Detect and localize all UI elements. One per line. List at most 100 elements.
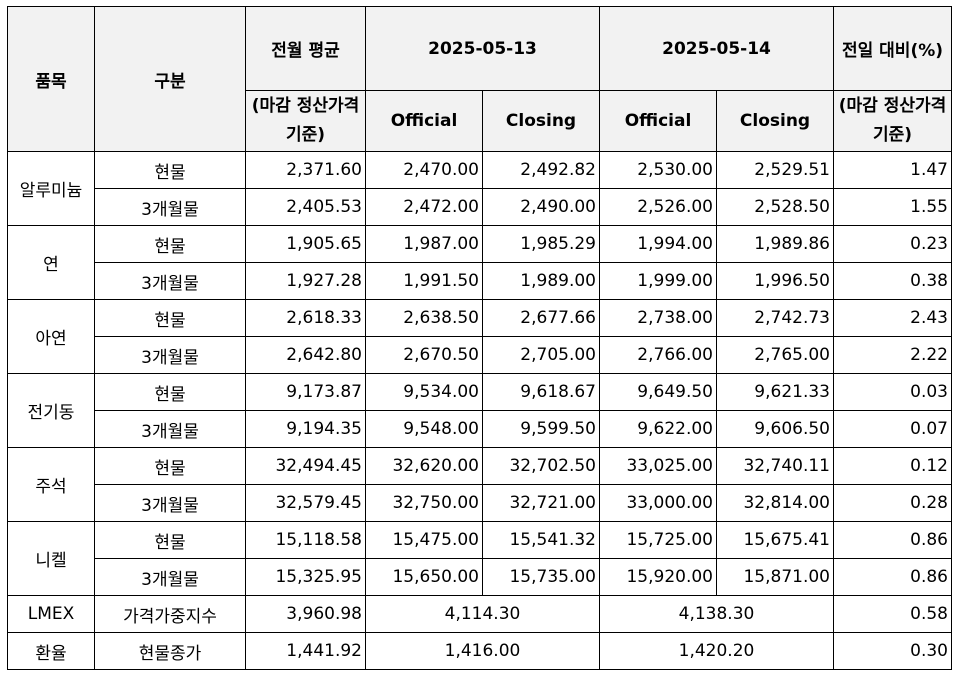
row-type: 현물종가 <box>94 632 246 670</box>
date1-official-value: 9,548.00 <box>365 410 483 448</box>
change-value: 0.86 <box>833 521 952 559</box>
date1-closing-value: 32,702.50 <box>482 447 600 485</box>
prev-month-avg-value: 9,173.87 <box>245 373 366 411</box>
date1-official-value: 32,750.00 <box>365 484 483 522</box>
metal-name: 연 <box>7 225 95 300</box>
change-value: 0.23 <box>833 225 952 263</box>
header-date1: 2025-05-13 <box>365 6 600 91</box>
date2-closing-value: 2,742.73 <box>716 299 834 337</box>
date1-official-value: 15,650.00 <box>365 558 483 596</box>
date2-official-value: 2,526.00 <box>599 188 717 226</box>
date2-closing-value: 1,996.50 <box>716 262 834 300</box>
table-row: 니켈 현물 15,118.58 15,475.00 15,541.32 15,7… <box>7 521 952 596</box>
date2-official-value: 2,738.00 <box>599 299 717 337</box>
date1-official-value: 15,475.00 <box>365 521 483 559</box>
date2-closing-value: 2,529.51 <box>716 151 834 189</box>
date1-value: 1,416.00 <box>365 632 600 670</box>
change-value: 0.12 <box>833 447 952 485</box>
change-value: 1.47 <box>833 151 952 189</box>
date1-closing-value: 2,705.00 <box>482 336 600 374</box>
date1-official-value: 2,638.50 <box>365 299 483 337</box>
date2-closing-value: 32,814.00 <box>716 484 834 522</box>
table-row: 3개월물 2,405.53 2,472.00 2,490.00 2,526.00… <box>8 188 952 226</box>
date2-closing-value: 2,765.00 <box>716 336 834 374</box>
date2-closing-value: 9,621.33 <box>716 373 834 411</box>
date2-closing-value: 1,989.86 <box>716 225 834 263</box>
prev-month-avg-value: 9,194.35 <box>245 410 366 448</box>
header-change: 전일 대비(%) <box>833 6 952 91</box>
metal-name: 니켈 <box>7 521 95 596</box>
header-date1-official: Official <box>365 90 483 152</box>
prev-month-avg-value: 2,371.60 <box>245 151 366 189</box>
metal-name: LMEX <box>7 595 95 633</box>
header-date1-closing: Closing <box>482 90 600 152</box>
table-row-fx: 환율 현물종가 1,441.92 1,416.00 1,420.20 0.30 <box>7 632 952 670</box>
header-change-sub: (마감 정산가격 기준) <box>833 90 952 152</box>
date1-closing-value: 15,735.00 <box>482 558 600 596</box>
header-item: 품목 <box>7 6 95 152</box>
date1-closing-value: 2,492.82 <box>482 151 600 189</box>
date1-official-value: 1,987.00 <box>365 225 483 263</box>
prev-month-avg-value: 15,118.58 <box>245 521 366 559</box>
row-type: 3개월물 <box>94 188 246 226</box>
row-type: 3개월물 <box>94 558 246 596</box>
change-value: 0.07 <box>833 410 952 448</box>
date1-official-value: 9,534.00 <box>365 373 483 411</box>
date1-official-value: 2,472.00 <box>365 188 483 226</box>
table-row: 전기동 현물 9,173.87 9,534.00 9,618.67 9,649.… <box>7 373 952 448</box>
row-type: 가격가중지수 <box>94 595 246 633</box>
date2-official-value: 2,530.00 <box>599 151 717 189</box>
date1-closing-value: 1,985.29 <box>482 225 600 263</box>
metal-name: 주석 <box>7 447 95 522</box>
date2-closing-value: 15,675.41 <box>716 521 834 559</box>
change-value: 0.38 <box>833 262 952 300</box>
date1-closing-value: 9,618.67 <box>482 373 600 411</box>
table-row: 3개월물 15,325.95 15,650.00 15,735.00 15,92… <box>8 558 952 596</box>
date1-closing-value: 32,721.00 <box>482 484 600 522</box>
row-type: 3개월물 <box>94 410 246 448</box>
table-row: 3개월물 9,194.35 9,548.00 9,599.50 9,622.00… <box>8 410 952 448</box>
prev-month-avg-value: 3,960.98 <box>245 595 366 633</box>
date1-official-value: 2,470.00 <box>365 151 483 189</box>
change-value: 0.30 <box>833 632 952 670</box>
metal-name: 전기동 <box>7 373 95 448</box>
table-row: 아연 현물 2,618.33 2,638.50 2,677.66 2,738.0… <box>7 299 952 374</box>
date1-official-value: 1,991.50 <box>365 262 483 300</box>
lme-price-table: 품목 구분 전월 평균 2025-05-13 2025-05-14 전일 대비(… <box>7 6 952 670</box>
change-value: 0.03 <box>833 373 952 411</box>
row-type: 현물 <box>94 373 246 411</box>
row-type: 현물 <box>94 225 246 263</box>
header-date2-closing: Closing <box>716 90 834 152</box>
row-type: 현물 <box>94 299 246 337</box>
date2-value: 1,420.20 <box>599 632 834 670</box>
prev-month-avg-value: 1,927.28 <box>245 262 366 300</box>
row-type: 3개월물 <box>94 336 246 374</box>
table-row: 3개월물 2,642.80 2,670.50 2,705.00 2,766.00… <box>8 336 952 374</box>
prev-month-avg-value: 1,905.65 <box>245 225 366 263</box>
header-date2-official: Official <box>599 90 717 152</box>
change-value: 2.22 <box>833 336 952 374</box>
prev-month-avg-value: 2,405.53 <box>245 188 366 226</box>
row-type: 현물 <box>94 521 246 559</box>
table-row: 연 현물 1,905.65 1,987.00 1,985.29 1,994.00… <box>7 225 952 300</box>
table-row: 3개월물 1,927.28 1,991.50 1,989.00 1,999.00… <box>8 262 952 300</box>
date2-official-value: 1,999.00 <box>599 262 717 300</box>
metal-name: 아연 <box>7 299 95 374</box>
change-value: 2.43 <box>833 299 952 337</box>
row-type: 현물 <box>94 447 246 485</box>
table-row: 주석 현물 32,494.45 32,620.00 32,702.50 33,0… <box>7 447 952 522</box>
date1-closing-value: 15,541.32 <box>482 521 600 559</box>
date2-official-value: 15,920.00 <box>599 558 717 596</box>
date1-closing-value: 9,599.50 <box>482 410 600 448</box>
date2-official-value: 9,649.50 <box>599 373 717 411</box>
change-value: 0.86 <box>833 558 952 596</box>
change-value: 1.55 <box>833 188 952 226</box>
prev-month-avg-value: 1,441.92 <box>245 632 366 670</box>
header-category: 구분 <box>94 6 246 152</box>
date2-official-value: 33,000.00 <box>599 484 717 522</box>
date2-official-value: 33,025.00 <box>599 447 717 485</box>
date2-official-value: 2,766.00 <box>599 336 717 374</box>
row-type: 3개월물 <box>94 484 246 522</box>
metal-name: 환율 <box>7 632 95 670</box>
date2-value: 4,138.30 <box>599 595 834 633</box>
